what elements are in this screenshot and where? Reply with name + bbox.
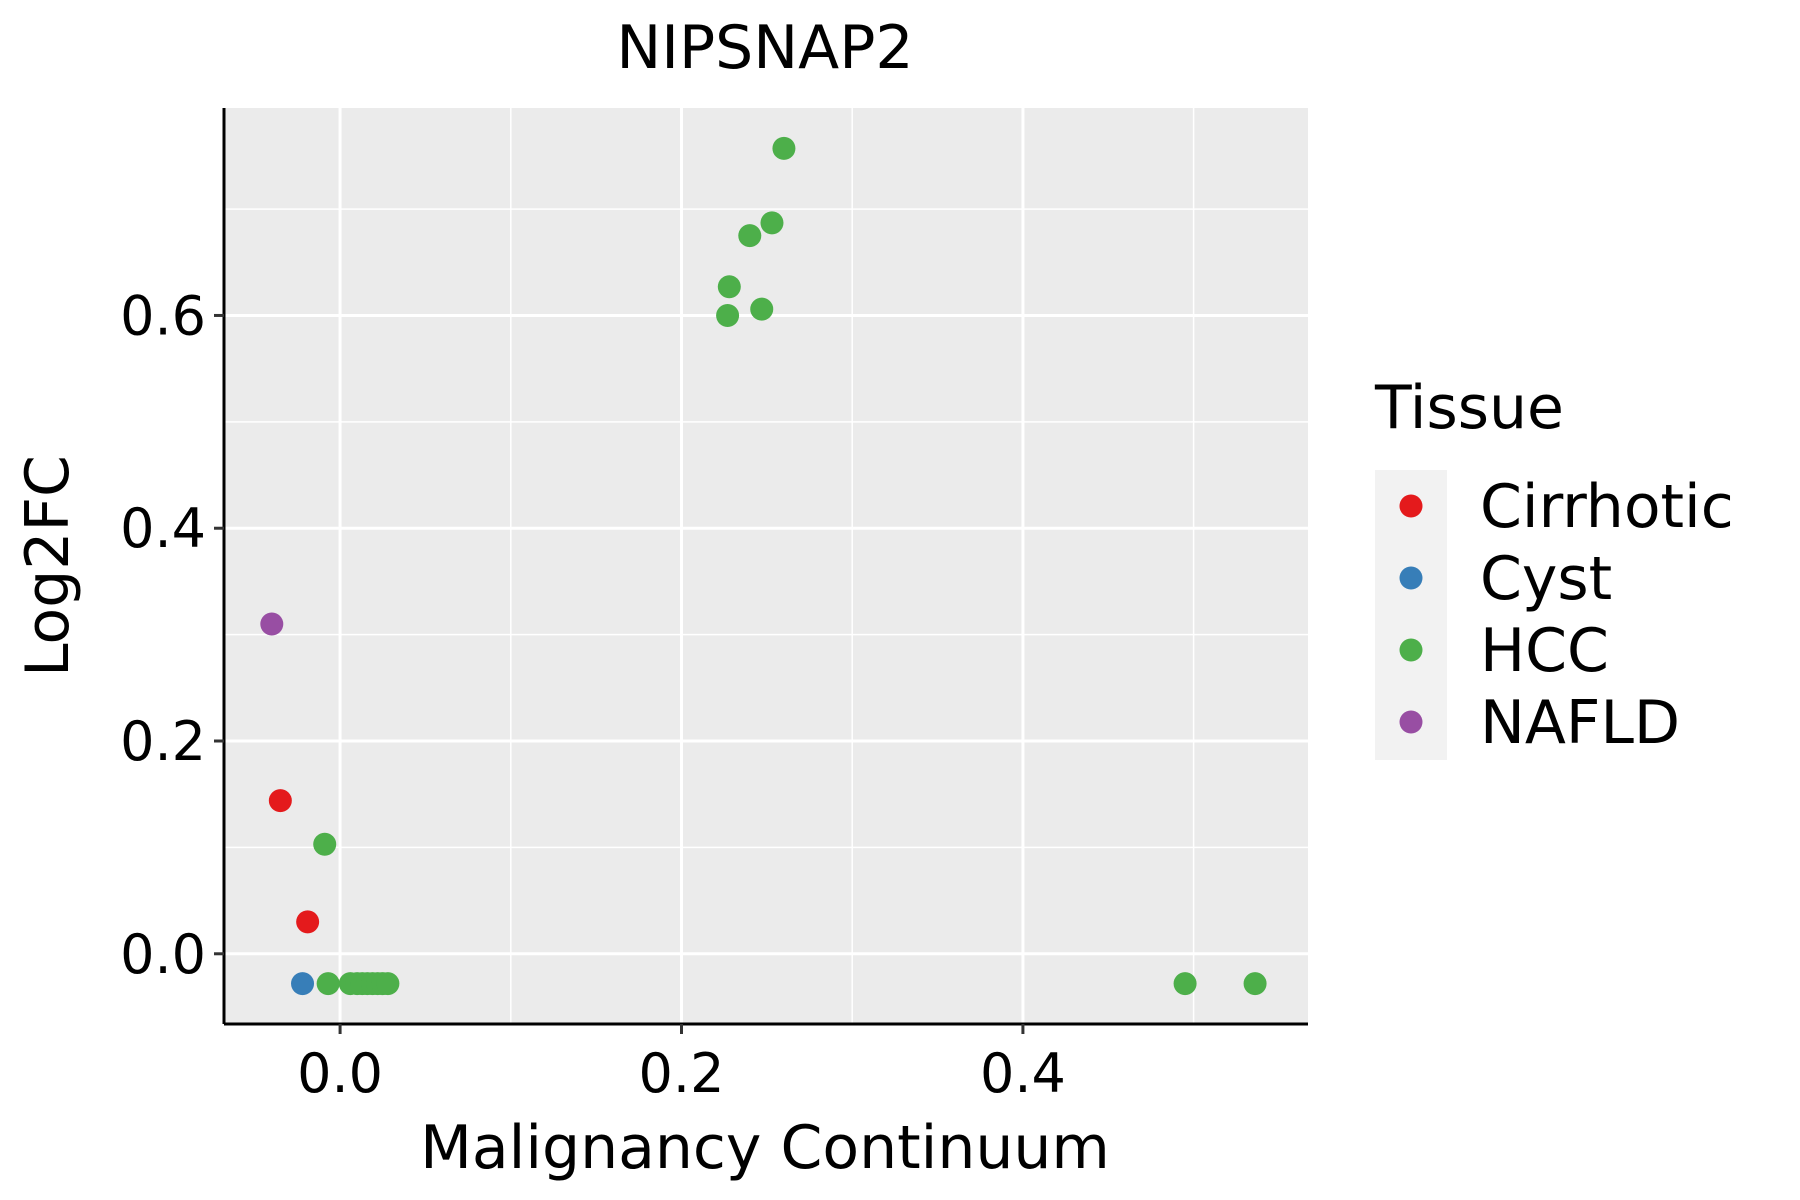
legend-label-hcc: HCC [1480,616,1609,686]
data-point-hcc [760,211,784,235]
x-axis-ticks: 0.0 0.2 0.4 [297,1024,1066,1105]
data-point-hcc [750,297,774,321]
data-point-hcc [716,303,740,327]
data-point-hcc [738,224,762,248]
legend-key-cyst [1399,566,1423,590]
y-tick-label: 0.6 [120,284,206,347]
plot-panel [224,108,1308,1024]
legend-key-cirrhotic [1399,494,1423,518]
data-point-hcc [717,275,741,299]
data-point-nafld [260,612,284,636]
data-point-cyst [291,972,315,996]
legend-key-hcc [1399,638,1423,662]
legend-label-cirrhotic: Cirrhotic [1480,472,1734,542]
x-tick-label: 0.2 [639,1042,725,1105]
y-axis-ticks: 0.0 0.2 0.4 0.6 [120,284,224,986]
legend-key-nafld [1399,710,1423,734]
x-axis-title: Malignancy Continuum [420,1113,1110,1183]
data-point-hcc [1243,972,1267,996]
data-point-cirrhotic [268,789,292,813]
data-points [260,136,1267,996]
y-tick-label: 0.2 [120,710,206,773]
data-point-hcc [316,972,340,996]
x-tick-label: 0.0 [297,1042,383,1105]
x-tick-label: 0.4 [980,1042,1066,1105]
data-point-hcc [1173,972,1197,996]
data-point-hcc [376,972,400,996]
y-tick-label: 0.4 [120,497,206,560]
data-point-hcc [313,832,337,856]
chart-title: NIPSNAP2 [616,13,913,83]
y-tick-label: 0.0 [120,923,206,986]
legend-label-nafld: NAFLD [1480,688,1680,758]
legend-title: Tissue [1374,373,1564,443]
data-point-hcc [772,136,796,160]
minor-gridlines [224,108,1308,1024]
legend-label-cyst: Cyst [1480,544,1612,614]
y-axis-title: Log2FC [13,455,83,677]
data-point-cirrhotic [296,910,320,934]
